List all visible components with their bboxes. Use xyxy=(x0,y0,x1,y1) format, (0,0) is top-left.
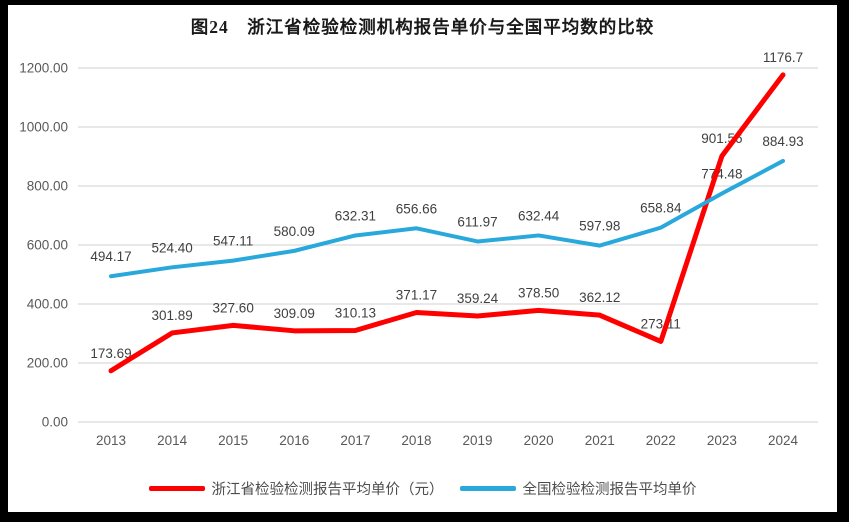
data-label: 656.66 xyxy=(396,201,437,216)
x-axis-tick-label: 2023 xyxy=(707,433,737,448)
series-line-1 xyxy=(109,158,785,279)
y-axis-tick-label: 1000.00 xyxy=(19,120,68,135)
data-label: 371.17 xyxy=(396,288,437,303)
y-axis-tick-label: 200.00 xyxy=(27,356,68,371)
data-label: 580.09 xyxy=(274,224,315,239)
x-axis-tick-label: 2020 xyxy=(524,433,554,448)
zhejiang-series-swatch xyxy=(148,486,205,491)
y-axis-tick-label: 400.00 xyxy=(27,297,68,312)
x-axis-tick-label: 2022 xyxy=(646,433,676,448)
y-axis-tick-label: 800.00 xyxy=(27,179,68,194)
national-series-swatch xyxy=(459,486,516,491)
x-axis-tick-label: 2013 xyxy=(96,433,126,448)
data-label: 378.50 xyxy=(518,285,559,300)
national-series-label: 全国检验检测报告平均单价 xyxy=(522,482,697,498)
data-label: 632.31 xyxy=(335,208,376,223)
series-line-0 xyxy=(108,72,786,374)
chart-panel: 图24 浙江省检验检测机构报告单价与全国平均数的比较 0.00 200.00 400… xyxy=(8,5,837,512)
data-label: 301.89 xyxy=(151,308,192,323)
data-label: 173.69 xyxy=(90,346,131,361)
data-label: 494.17 xyxy=(90,249,131,264)
y-axis-tick-label: 1200.00 xyxy=(19,61,68,76)
x-axis-tick-label: 2016 xyxy=(279,433,309,448)
line-chart: 0.00 200.00 400.00 600.00 800.00 1000.00 1200.… xyxy=(19,50,818,448)
data-label: 310.13 xyxy=(335,306,376,321)
data-label: 547.11 xyxy=(213,234,253,249)
legend-item-national: 全国检验检测报告平均单价 xyxy=(459,478,697,499)
legend-item-zhejiang: 浙江省检验检测报告平均单价（元） xyxy=(148,478,444,499)
data-label: 884.93 xyxy=(762,134,803,149)
y-axis-tick-label: 0.00 xyxy=(42,415,68,430)
data-label: 658.84 xyxy=(640,201,682,216)
data-label: 1176.7 xyxy=(763,50,803,65)
data-label: 611.97 xyxy=(457,214,497,229)
data-label: 774.48 xyxy=(701,167,742,182)
data-label: 309.09 xyxy=(274,306,315,321)
chart-title: 图24 浙江省检验检测机构报告单价与全国平均数的比较 xyxy=(190,17,655,37)
chart-legend: 浙江省检验检测报告平均单价（元） 全国检验检测报告平均单价 xyxy=(8,478,837,499)
x-axis-tick-label: 2015 xyxy=(218,433,248,448)
data-label: 327.60 xyxy=(213,300,254,315)
data-label: 359.24 xyxy=(457,291,499,306)
y-axis-tick-label: 600.00 xyxy=(27,238,68,253)
zhejiang-series-label: 浙江省检验检测报告平均单价（元） xyxy=(211,482,444,498)
data-label: 632.44 xyxy=(518,208,560,223)
x-axis-tick-label: 2018 xyxy=(401,433,431,448)
x-axis-tick-label: 2014 xyxy=(157,433,188,448)
data-label: 273.11 xyxy=(641,316,681,331)
data-label: 524.40 xyxy=(151,240,192,255)
x-axis-tick-label: 2021 xyxy=(585,433,615,448)
data-label: 362.12 xyxy=(579,290,620,305)
x-axis-tick-label: 2017 xyxy=(340,433,370,448)
x-axis-tick-label: 2024 xyxy=(768,433,799,448)
data-label: 597.98 xyxy=(579,219,620,234)
x-axis-tick-label: 2019 xyxy=(463,433,493,448)
